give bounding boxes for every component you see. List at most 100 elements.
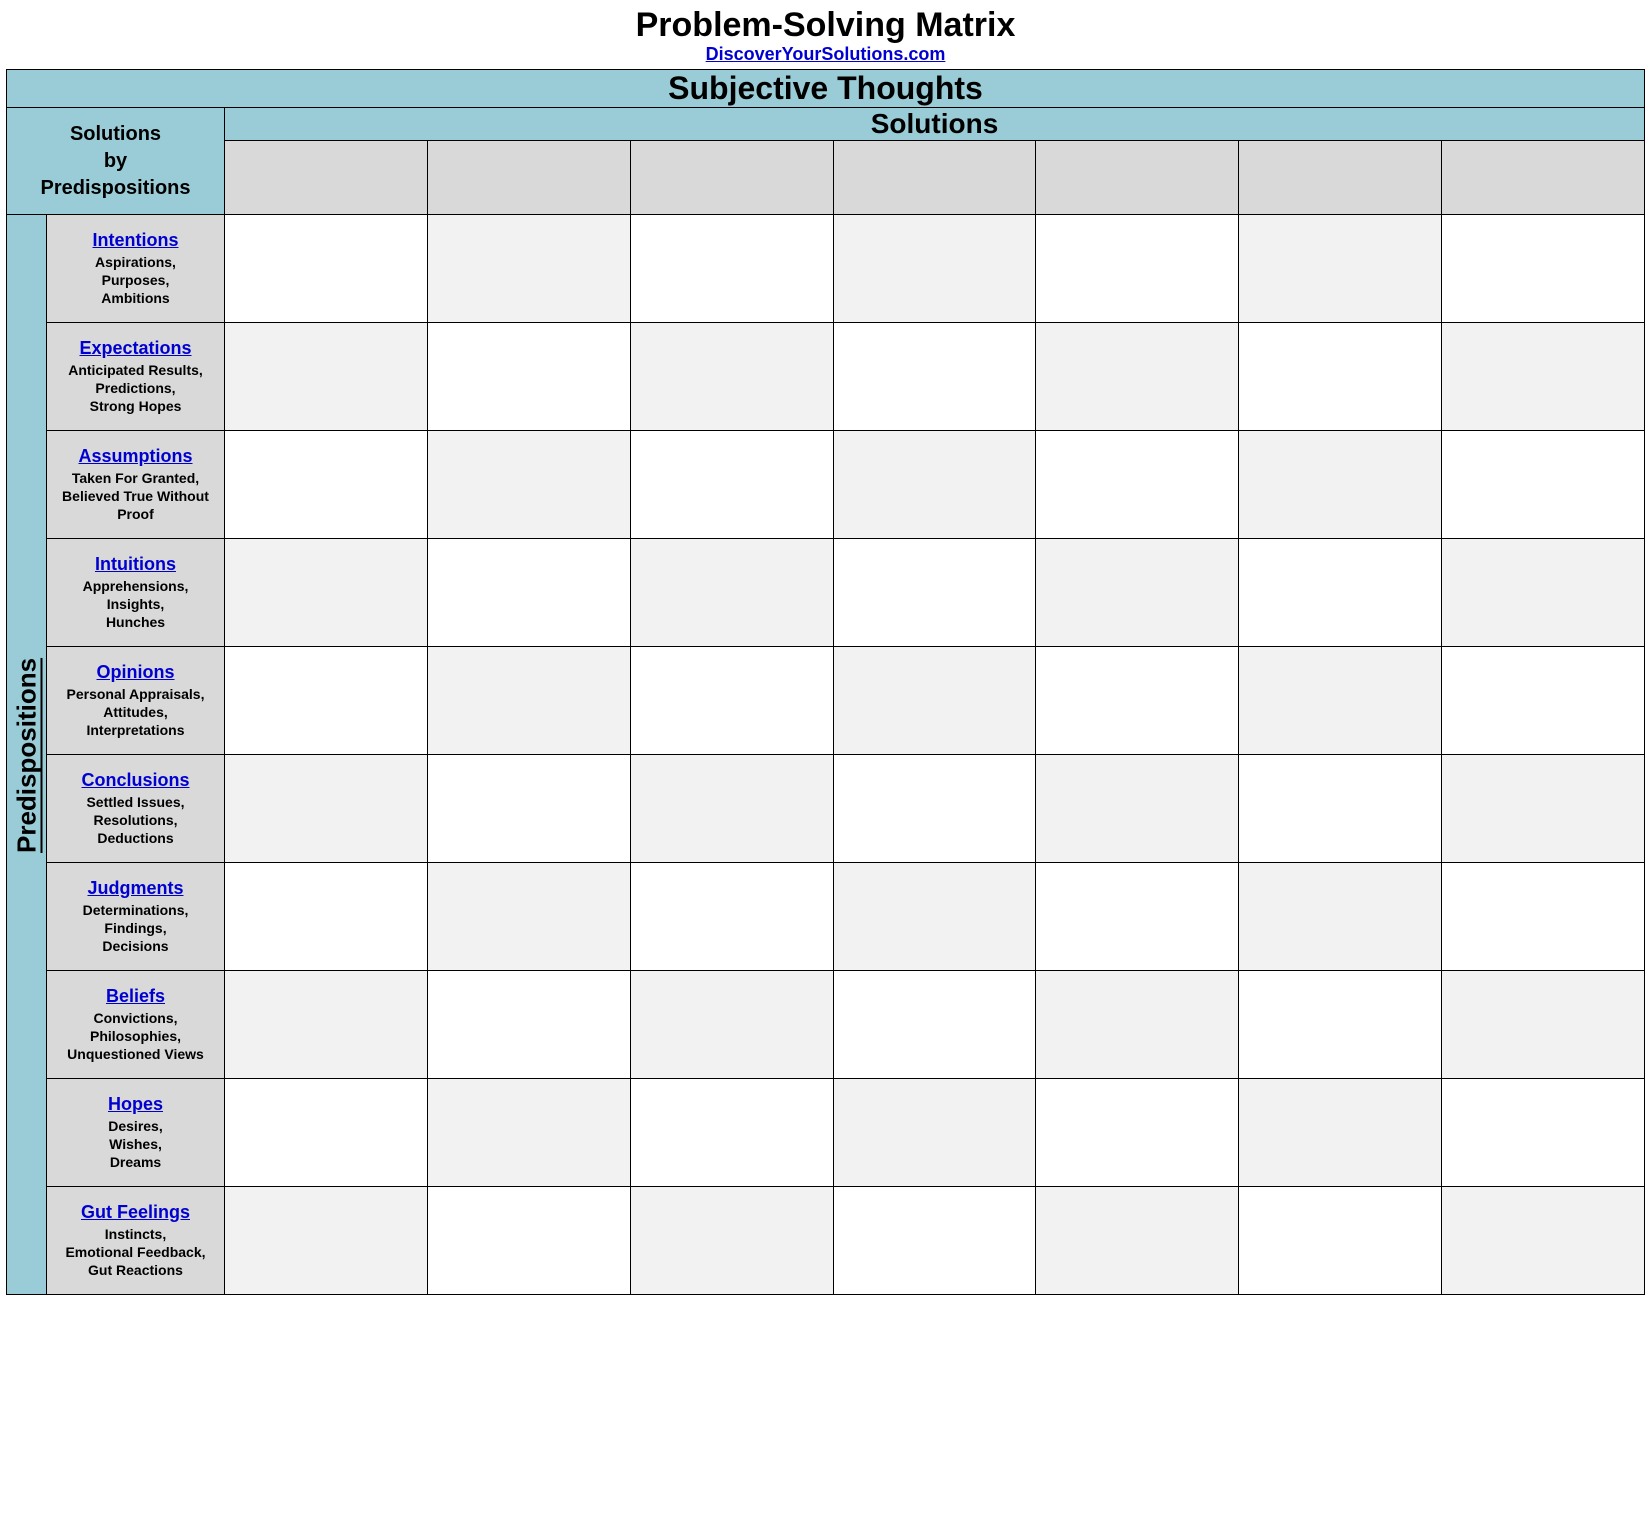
title-block: Problem-Solving Matrix DiscoverYourSolut…	[6, 6, 1645, 65]
table-row: ConclusionsSettled Issues, Resolutions, …	[7, 755, 1645, 863]
matrix-cell[interactable]	[630, 1187, 833, 1295]
matrix-cell[interactable]	[225, 539, 428, 647]
matrix-cell[interactable]	[225, 323, 428, 431]
row-header: ExpectationsAnticipated Results, Predict…	[47, 323, 225, 431]
matrix-cell[interactable]	[225, 647, 428, 755]
table-row: OpinionsPersonal Appraisals, Attitudes, …	[7, 647, 1645, 755]
row-title-link[interactable]: Judgments	[47, 878, 224, 900]
matrix-cell[interactable]	[1036, 647, 1239, 755]
matrix-cell[interactable]	[630, 1079, 833, 1187]
matrix-cell[interactable]	[225, 863, 428, 971]
matrix-cell[interactable]	[630, 755, 833, 863]
row-header: AssumptionsTaken For Granted, Believed T…	[47, 431, 225, 539]
table-row: ExpectationsAnticipated Results, Predict…	[7, 323, 1645, 431]
row-title-link[interactable]: Gut Feelings	[47, 1202, 224, 1224]
matrix-cell[interactable]	[1239, 539, 1442, 647]
matrix-cell[interactable]	[1239, 1187, 1442, 1295]
matrix-cell[interactable]	[1239, 647, 1442, 755]
matrix-cell[interactable]	[427, 971, 630, 1079]
matrix-cell[interactable]	[1239, 323, 1442, 431]
matrix-cell[interactable]	[427, 755, 630, 863]
matrix-cell[interactable]	[1239, 971, 1442, 1079]
solution-col-header	[1239, 141, 1442, 215]
table-row: PredispositionsIntentionsAspirations, Pu…	[7, 215, 1645, 323]
matrix-cell[interactable]	[1442, 647, 1645, 755]
matrix-cell[interactable]	[1036, 971, 1239, 1079]
row-description: Settled Issues, Resolutions, Deductions	[47, 793, 224, 848]
matrix-cell[interactable]	[630, 431, 833, 539]
matrix-cell[interactable]	[833, 971, 1036, 1079]
matrix-cell[interactable]	[1239, 1079, 1442, 1187]
matrix-cell[interactable]	[833, 1187, 1036, 1295]
matrix-cell[interactable]	[427, 1187, 630, 1295]
site-link[interactable]: DiscoverYourSolutions.com	[706, 45, 946, 65]
matrix-cell[interactable]	[427, 647, 630, 755]
row-description: Apprehensions, Insights, Hunches	[47, 577, 224, 632]
matrix-cell[interactable]	[1036, 1079, 1239, 1187]
matrix-cell[interactable]	[225, 755, 428, 863]
matrix-cell[interactable]	[1239, 755, 1442, 863]
matrix-cell[interactable]	[1036, 863, 1239, 971]
matrix-cell[interactable]	[630, 215, 833, 323]
matrix-cell[interactable]	[833, 431, 1036, 539]
matrix-cell[interactable]	[833, 755, 1036, 863]
matrix-cell[interactable]	[833, 323, 1036, 431]
matrix-cell[interactable]	[1036, 431, 1239, 539]
page-title: Problem-Solving Matrix	[6, 6, 1645, 45]
row-description: Desires, Wishes, Dreams	[47, 1117, 224, 1172]
matrix-cell[interactable]	[630, 539, 833, 647]
matrix-cell[interactable]	[225, 431, 428, 539]
matrix-cell[interactable]	[630, 647, 833, 755]
matrix-cell[interactable]	[833, 863, 1036, 971]
row-title-link[interactable]: Assumptions	[47, 446, 224, 468]
matrix-cell[interactable]	[1036, 1187, 1239, 1295]
matrix-cell[interactable]	[630, 971, 833, 1079]
matrix-cell[interactable]	[427, 539, 630, 647]
matrix-cell[interactable]	[1442, 755, 1645, 863]
matrix-cell[interactable]	[1442, 431, 1645, 539]
matrix-cell[interactable]	[1442, 323, 1645, 431]
row-title-link[interactable]: Beliefs	[47, 986, 224, 1008]
matrix-cell[interactable]	[427, 323, 630, 431]
matrix-cell[interactable]	[427, 1079, 630, 1187]
row-title-link[interactable]: Opinions	[47, 662, 224, 684]
matrix-cell[interactable]	[1442, 971, 1645, 1079]
matrix-cell[interactable]	[225, 1079, 428, 1187]
matrix-cell[interactable]	[1239, 431, 1442, 539]
matrix-cell[interactable]	[1442, 539, 1645, 647]
row-title-link[interactable]: Intuitions	[47, 554, 224, 576]
row-title-link[interactable]: Expectations	[47, 338, 224, 360]
matrix-cell[interactable]	[1239, 863, 1442, 971]
matrix-cell[interactable]	[225, 1187, 428, 1295]
matrix-cell[interactable]	[630, 323, 833, 431]
matrix-cell[interactable]	[225, 215, 428, 323]
matrix-cell[interactable]	[833, 539, 1036, 647]
matrix-cell[interactable]	[427, 863, 630, 971]
matrix-cell[interactable]	[427, 431, 630, 539]
row-description: Instincts, Emotional Feedback, Gut React…	[47, 1225, 224, 1280]
matrix-cell[interactable]	[1442, 863, 1645, 971]
matrix-cell[interactable]	[1442, 1079, 1645, 1187]
matrix-cell[interactable]	[833, 647, 1036, 755]
solution-col-header	[630, 141, 833, 215]
matrix-cell[interactable]	[833, 215, 1036, 323]
matrix-cell[interactable]	[1239, 215, 1442, 323]
solution-col-header	[1442, 141, 1645, 215]
row-description: Anticipated Results, Predictions, Strong…	[47, 361, 224, 416]
row-title-link[interactable]: Conclusions	[47, 770, 224, 792]
matrix-cell[interactable]	[427, 215, 630, 323]
matrix-cell[interactable]	[630, 863, 833, 971]
table-row: AssumptionsTaken For Granted, Believed T…	[7, 431, 1645, 539]
row-title-link[interactable]: Intentions	[47, 230, 224, 252]
matrix-cell[interactable]	[1442, 1187, 1645, 1295]
matrix-cell[interactable]	[1442, 215, 1645, 323]
matrix-cell[interactable]	[1036, 323, 1239, 431]
matrix-cell[interactable]	[225, 971, 428, 1079]
matrix-cell[interactable]	[833, 1079, 1036, 1187]
matrix-cell[interactable]	[1036, 215, 1239, 323]
corner-line3: Predispositions	[40, 177, 190, 199]
row-title-link[interactable]: Hopes	[47, 1094, 224, 1116]
matrix-cell[interactable]	[1036, 539, 1239, 647]
matrix-cell[interactable]	[1036, 755, 1239, 863]
subjective-thoughts-header: Subjective Thoughts	[7, 70, 1645, 108]
